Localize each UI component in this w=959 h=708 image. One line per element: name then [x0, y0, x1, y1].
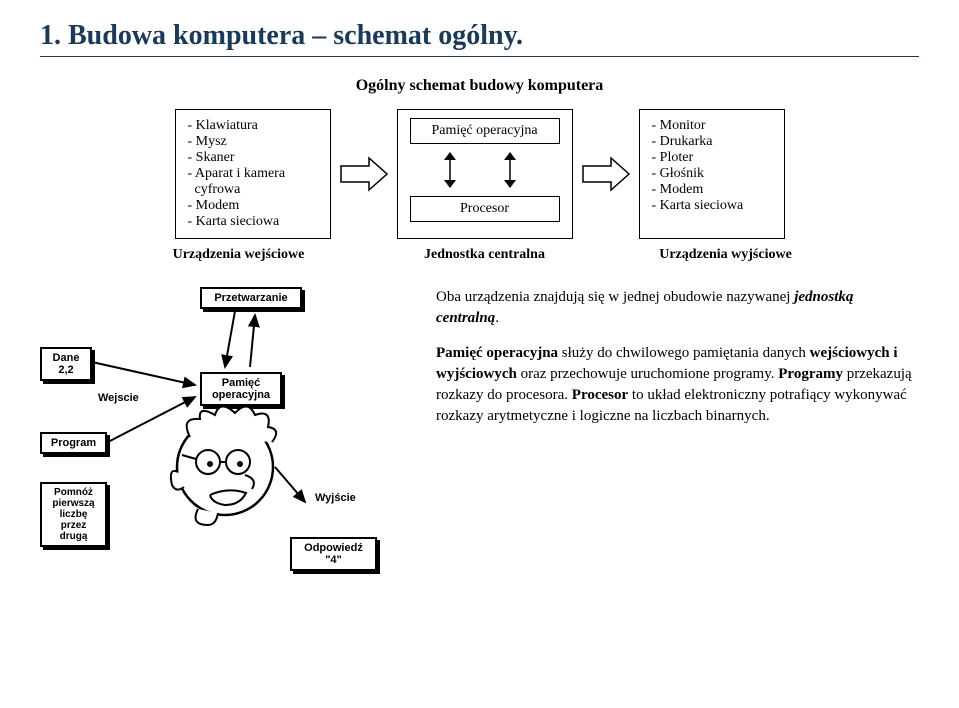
input-item: - Aparat i kamera cyfrowa — [188, 166, 318, 198]
flow-diagram: - Klawiatura - Mysz - Skaner - Aparat i … — [40, 109, 919, 239]
illustration: Dane 2,2 Wejscie Program Pomnóż pierwszą… — [40, 287, 420, 597]
text-bold: Programy — [778, 366, 843, 382]
description-text: Oba urządzenia znajdują się w jednej obu… — [436, 287, 919, 597]
memory-box: Pamięć operacyjna — [410, 118, 560, 144]
input-devices-box: - Klawiatura - Mysz - Skaner - Aparat i … — [175, 109, 331, 239]
input-item: - Klawiatura — [188, 118, 318, 134]
text: Oba urządzenia znajdują się w jednej obu… — [436, 289, 794, 305]
text: oraz przechowuje uruchomione programy. — [517, 366, 778, 382]
page-title: 1. Budowa komputera – schemat ogólny. — [40, 20, 919, 57]
arrow-right-icon — [581, 109, 631, 239]
processor-box: Procesor — [410, 196, 560, 222]
output-devices-box: - Monitor - Drukarka - Ploter - Głośnik … — [639, 109, 785, 239]
central-label: Jednostka centralna — [400, 247, 570, 263]
output-item: - Ploter — [652, 150, 772, 166]
output-item: - Karta sieciowa — [652, 198, 772, 214]
input-item: - Mysz — [188, 134, 318, 150]
arrow-right-icon — [339, 109, 389, 239]
output-item: - Modem — [652, 182, 772, 198]
output-label: Urządzenia wyjściowe — [636, 247, 816, 263]
output-item: - Głośnik — [652, 166, 772, 182]
text: . — [495, 310, 499, 326]
text-bold: Procesor — [572, 387, 628, 403]
input-item: - Karta sieciowa — [188, 214, 318, 230]
text-bold: Pamięć operacyjna — [436, 345, 558, 361]
central-unit-box: Pamięć operacyjna Procesor — [397, 109, 573, 239]
input-item: - Skaner — [188, 150, 318, 166]
input-label: Urządzenia wejściowe — [144, 247, 334, 263]
output-item: - Monitor — [652, 118, 772, 134]
labels-row: Urządzenia wejściowe Jednostka centralna… — [40, 247, 919, 263]
output-item: - Drukarka — [652, 134, 772, 150]
text: służy do chwilowego pamiętania danych — [558, 345, 810, 361]
bidirectional-arrow-icon — [410, 150, 550, 190]
diagram-subtitle: Ogólny schemat budowy komputera — [40, 77, 919, 95]
input-item: - Modem — [188, 198, 318, 214]
